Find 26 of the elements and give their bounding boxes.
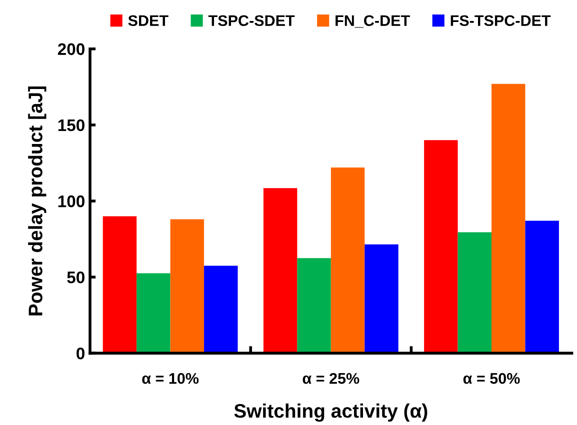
bar xyxy=(424,140,458,354)
x-tick-label: α = 50% xyxy=(463,373,520,384)
bar xyxy=(204,266,238,354)
legend-label: FS-TSPC-DET xyxy=(450,15,551,26)
bar xyxy=(330,168,365,354)
legend-label: TSPC-SDET xyxy=(208,15,295,26)
legend-label: FN_C-DET xyxy=(336,15,410,28)
bar xyxy=(136,273,170,354)
bar xyxy=(492,84,526,354)
y-axis-title: Power delay product [aJ] xyxy=(28,86,46,316)
y-tick-label: 50 xyxy=(67,272,84,284)
x-axis-title: Switching activity (α) xyxy=(234,404,428,422)
bar xyxy=(297,258,331,354)
y-tick-label: 0 xyxy=(76,348,84,360)
y-tick-label: 200 xyxy=(58,43,84,56)
y-tick-label: 150 xyxy=(58,119,84,132)
y-tick-label: 100 xyxy=(58,195,84,208)
bar xyxy=(525,220,559,354)
bar xyxy=(458,232,492,354)
bar xyxy=(364,244,398,354)
bar xyxy=(170,219,204,354)
x-tick-label: α = 10% xyxy=(142,373,199,384)
legend-label: SDET xyxy=(128,15,168,26)
x-tick-label: α = 25% xyxy=(302,373,360,384)
bar xyxy=(263,188,298,354)
bar xyxy=(102,216,137,354)
